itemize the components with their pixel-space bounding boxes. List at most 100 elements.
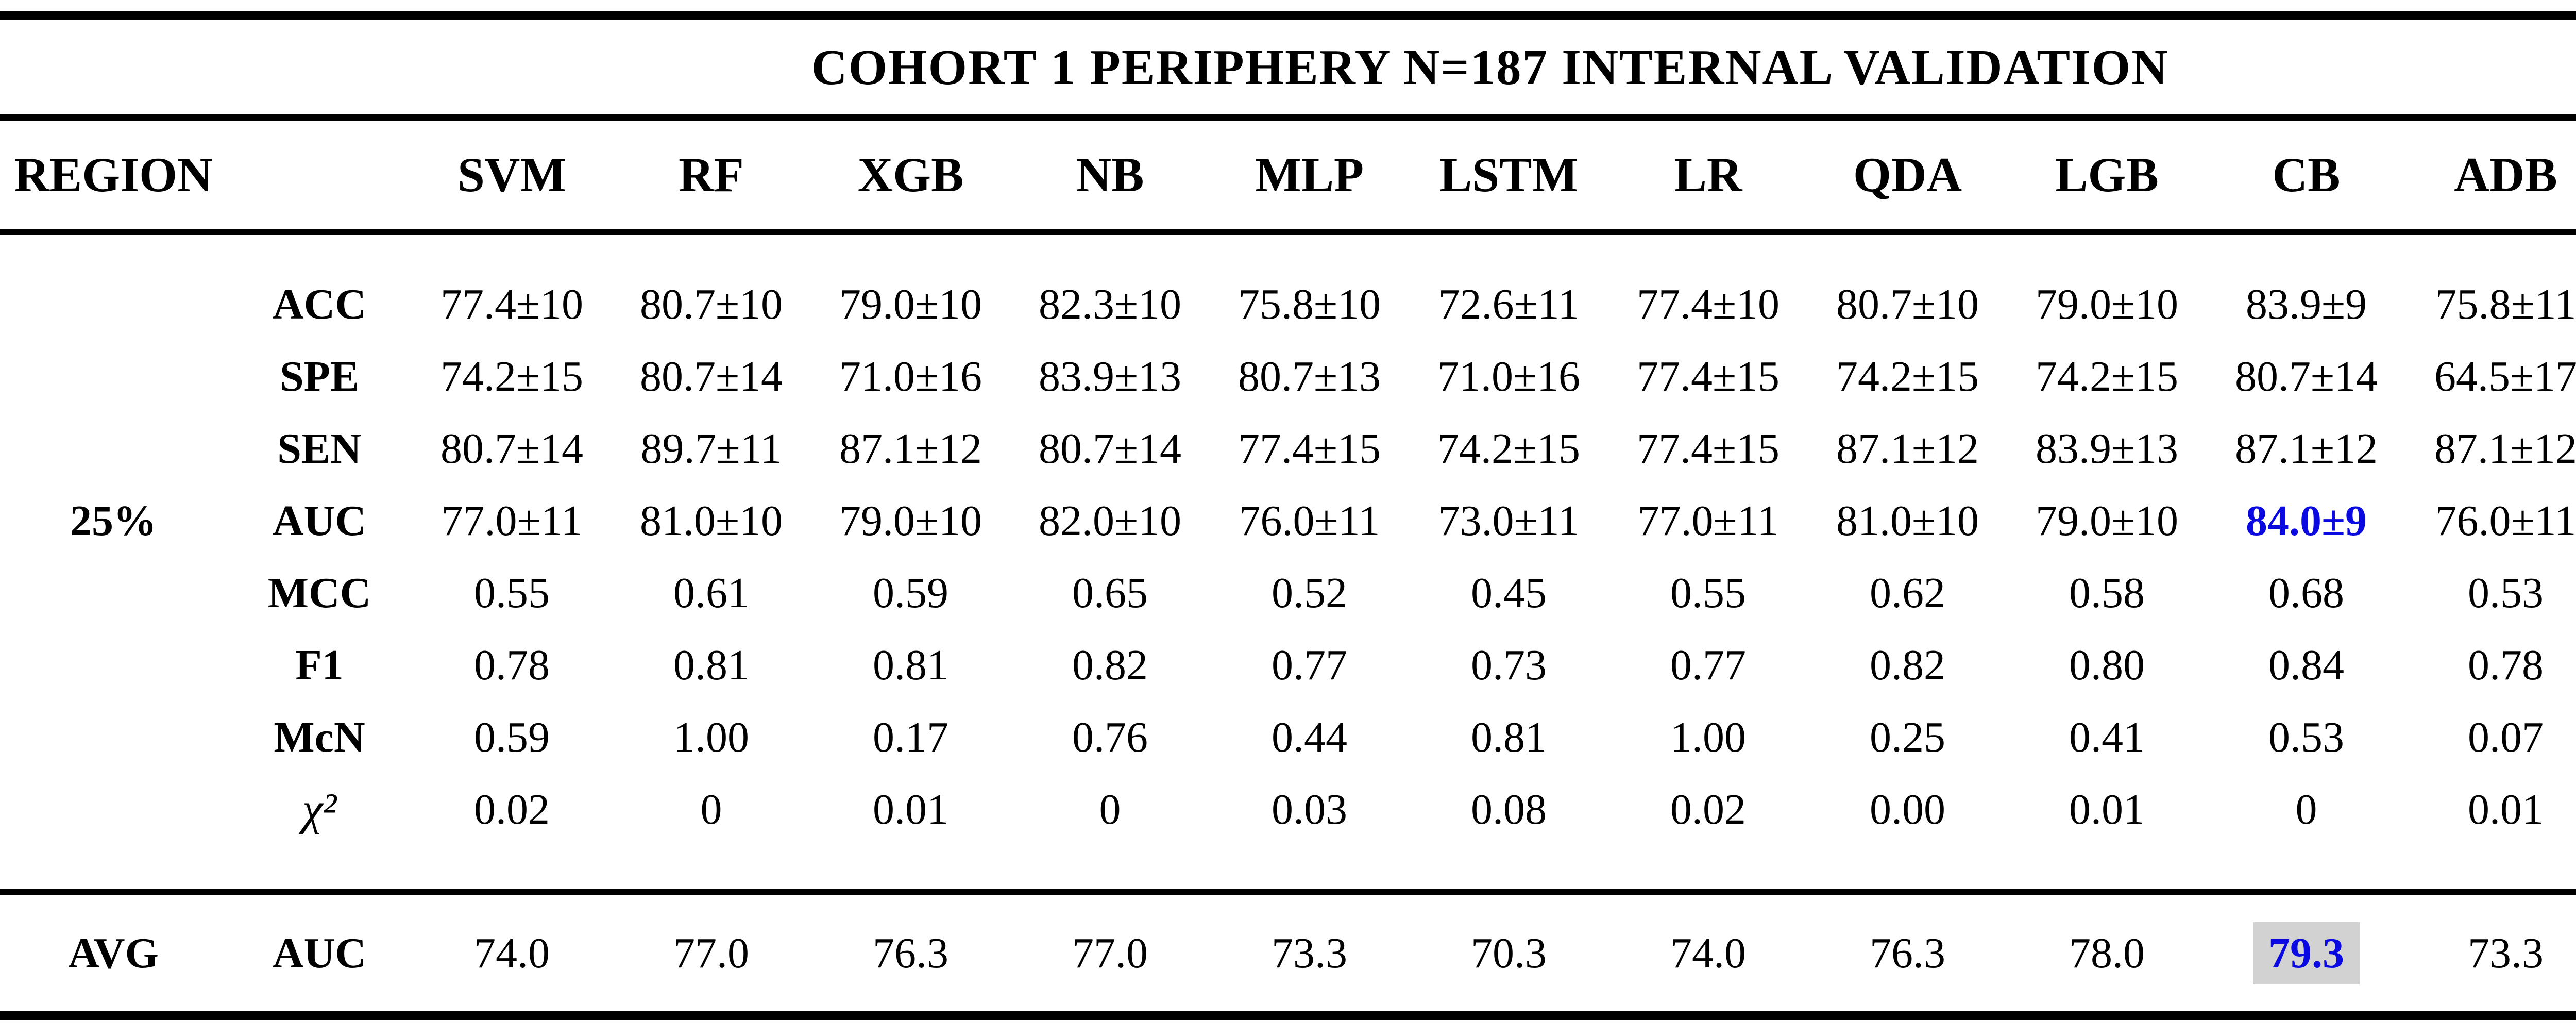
value-cell-svm: 0.02 xyxy=(474,785,550,833)
value-cell-rf: 0 xyxy=(700,785,722,833)
value-cell-cb: 87.1±12 xyxy=(2234,424,2378,473)
metric-label: ACC xyxy=(273,280,366,328)
avg-value-cell-lgb: 78.0 xyxy=(2069,929,2145,977)
avg-value-cell-rf: 77.0 xyxy=(673,929,749,977)
value-cell-adb: 64.5±17 xyxy=(2434,352,2576,400)
value-cell-cb: 0 xyxy=(2295,785,2317,833)
metric-label: MCC xyxy=(267,569,371,617)
value-cell-cb: 0.84 xyxy=(2268,641,2344,689)
metric-label-avg: AUC xyxy=(273,929,366,977)
value-cell-rf: 80.7±10 xyxy=(639,280,783,328)
column-header-region: REGION xyxy=(14,147,213,202)
metric-label: AUC xyxy=(273,496,366,545)
column-header-qda: QDA xyxy=(1853,147,1962,202)
value-cell-rf: 1.00 xyxy=(673,713,749,761)
value-cell-lr: 77.4±10 xyxy=(1636,280,1780,328)
top-rule xyxy=(0,11,2576,20)
value-cell-qda: 74.2±15 xyxy=(1836,352,1979,400)
data-rows: ACC 77.4±10 80.7±10 79.0±10 82.3±10 75.8±10 72… xyxy=(0,235,2576,889)
value-cell-mlp: 77.4±15 xyxy=(1238,424,1381,473)
value-cell-nb: 0 xyxy=(1099,785,1121,833)
value-cell-lgb: 79.0±10 xyxy=(2035,496,2179,545)
value-cell-xgb: 0.81 xyxy=(873,641,948,689)
value-cell-svm: 77.4±10 xyxy=(440,280,584,328)
value-cell-lstm: 74.2±15 xyxy=(1437,424,1581,473)
avg-value-cell-nb: 77.0 xyxy=(1072,929,1148,977)
value-cell-nb: 80.7±14 xyxy=(1038,424,1182,473)
region-label xyxy=(0,701,227,773)
value-cell-adb: 0.78 xyxy=(2468,641,2544,689)
title-row: COHORT 1 PERIPHERY N=187 INTERNAL VALIDA… xyxy=(0,20,2576,114)
value-cell-lstm: 72.6±11 xyxy=(1438,280,1580,328)
value-cell-lstm: 0.73 xyxy=(1471,641,1547,689)
value-cell-cb: 83.9±9 xyxy=(2245,280,2367,328)
value-cell-lstm: 0.08 xyxy=(1471,785,1547,833)
avg-value-cell-qda: 76.3 xyxy=(1870,929,1945,977)
region-label xyxy=(0,557,227,629)
value-cell-qda: 81.0±10 xyxy=(1836,496,1979,545)
value-cell-mlp: 0.44 xyxy=(1272,713,1347,761)
value-cell-nb: 0.65 xyxy=(1072,569,1148,617)
value-cell-mlp: 80.7±13 xyxy=(1238,352,1381,400)
region-label xyxy=(0,773,227,845)
value-cell-nb: 82.0±10 xyxy=(1038,496,1182,545)
metric-label: SPE xyxy=(279,352,360,400)
column-header-rf: RF xyxy=(679,147,744,202)
value-cell-nb: 82.3±10 xyxy=(1038,280,1182,328)
value-cell-lgb: 83.9±13 xyxy=(2035,424,2179,473)
value-cell-cb: 0.68 xyxy=(2268,569,2344,617)
value-cell-lgb: 79.0±10 xyxy=(2035,280,2179,328)
metric-label: F1 xyxy=(295,641,344,689)
value-cell-lgb: 0.58 xyxy=(2069,569,2145,617)
region-label-avg: AVG xyxy=(68,929,159,977)
value-cell-mlp: 0.52 xyxy=(1272,569,1347,617)
value-cell-lgb: 0.01 xyxy=(2069,785,2145,833)
value-cell-qda: 0.25 xyxy=(1870,713,1945,761)
value-cell-mlp: 76.0±11 xyxy=(1239,496,1380,545)
title-separator-rule xyxy=(0,114,2576,121)
value-cell-rf: 80.7±14 xyxy=(639,352,783,400)
value-cell-xgb: 87.1±12 xyxy=(839,424,982,473)
column-header-lstm: LSTM xyxy=(1439,147,1579,202)
column-header-svm: SVM xyxy=(457,147,567,202)
value-cell-nb: 0.82 xyxy=(1072,641,1148,689)
value-cell-lr: 77.4±15 xyxy=(1636,424,1780,473)
metric-label: McN xyxy=(274,713,365,761)
avg-value-cell-lr: 74.0 xyxy=(1670,929,1746,977)
value-cell-qda: 0.00 xyxy=(1870,785,1945,833)
value-cell-svm: 80.7±14 xyxy=(440,424,584,473)
value-cell-xgb: 79.0±10 xyxy=(839,280,982,328)
column-header-lr: LR xyxy=(1674,147,1742,202)
column-header-adb: ADB xyxy=(2454,147,2557,202)
value-cell-qda: 87.1±12 xyxy=(1836,424,1979,473)
value-cell-mlp: 0.77 xyxy=(1272,641,1347,689)
value-cell-cb: 80.7±14 xyxy=(2234,352,2378,400)
metric-label: SEN xyxy=(277,424,362,473)
bottom-rule xyxy=(0,1011,2576,1020)
value-cell-cb-emphasis: 84.0±9 xyxy=(2245,496,2367,545)
value-cell-lstm: 73.0±11 xyxy=(1438,496,1580,545)
header-separator-rule xyxy=(0,229,2576,235)
header-row: REGIONSVMRFXGBNBMLPLSTMLRQDALGBCBADBAVGF… xyxy=(0,121,2576,229)
value-cell-lr: 77.4±15 xyxy=(1636,352,1780,400)
region-label xyxy=(0,268,227,340)
value-cell-adb: 76.0±11 xyxy=(2435,496,2576,545)
avg-value-cell-svm: 74.0 xyxy=(474,929,550,977)
value-cell-lstm: 0.45 xyxy=(1471,569,1547,617)
region-label: 25% xyxy=(70,496,157,545)
value-cell-qda: 0.82 xyxy=(1870,641,1945,689)
value-cell-qda: 80.7±10 xyxy=(1836,280,1979,328)
value-cell-svm: 0.55 xyxy=(474,569,550,617)
avg-row: AVG AUC 74.0 77.0 76.3 77.0 73.3 70.3 74.0 76.3 78… xyxy=(0,895,2576,1011)
value-cell-adb: 87.1±12 xyxy=(2434,424,2576,473)
table-title: COHORT 1 PERIPHERY N=187 INTERNAL VALIDA… xyxy=(811,39,2169,95)
column-header-mlp: MLP xyxy=(1255,147,1364,202)
avg-value-cell-mlp: 73.3 xyxy=(1272,929,1347,977)
column-header-cb: CB xyxy=(2272,147,2341,202)
value-cell-mlp: 0.03 xyxy=(1272,785,1347,833)
value-cell-xgb: 71.0±16 xyxy=(839,352,982,400)
value-cell-lr: 0.77 xyxy=(1670,641,1746,689)
value-cell-xgb: 0.17 xyxy=(873,713,948,761)
value-cell-svm: 74.2±15 xyxy=(440,352,584,400)
avg-value-cell-adb: 73.3 xyxy=(2468,929,2544,977)
